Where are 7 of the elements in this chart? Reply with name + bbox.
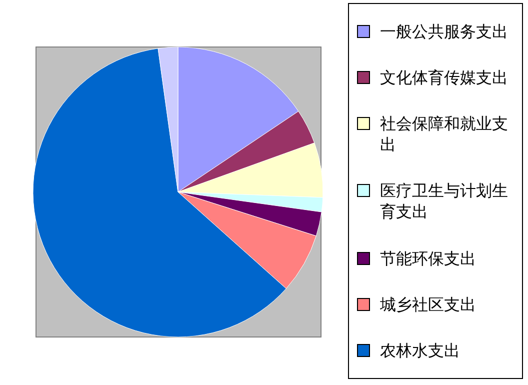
legend-label: 一般公共服务支出: [380, 20, 509, 42]
legend-label: 医疗卫生与计划生育支出: [380, 180, 509, 222]
legend-label: 文化体育传媒支出: [380, 66, 509, 88]
legend-label: 节能环保支出: [380, 248, 477, 269]
legend-label: 农林水支出: [380, 340, 461, 362]
legend-label: 社会保障和就业支出: [380, 113, 509, 156]
legend-label: 城乡社区支出: [380, 294, 477, 316]
